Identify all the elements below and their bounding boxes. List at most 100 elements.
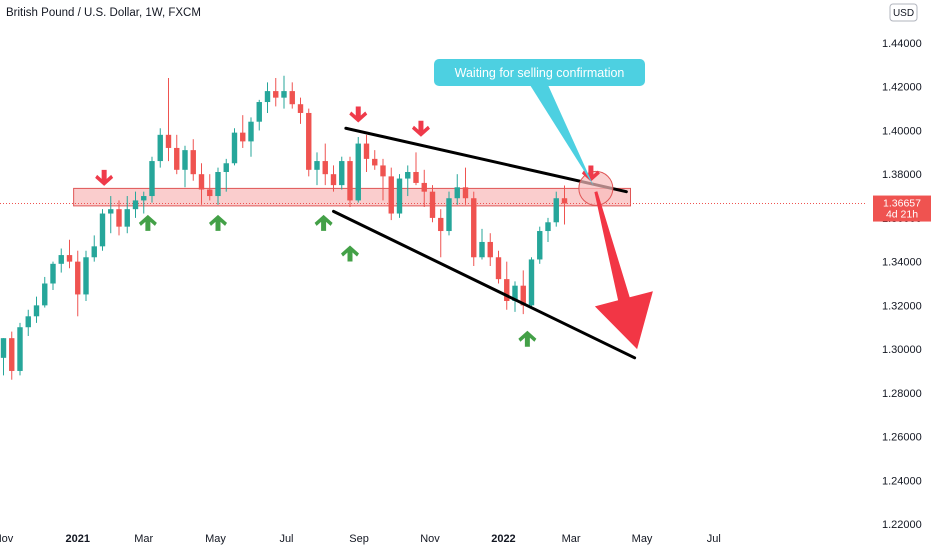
candle-body bbox=[50, 263, 56, 284]
candle bbox=[421, 169, 427, 207]
candle bbox=[58, 248, 64, 273]
candle-body bbox=[322, 161, 328, 175]
candle bbox=[462, 167, 469, 205]
candle-body bbox=[17, 327, 23, 371]
candle bbox=[471, 191, 477, 267]
candle-body bbox=[405, 171, 411, 179]
candle bbox=[50, 261, 56, 291]
y-axis-tick-label: 1.30000 bbox=[882, 344, 922, 356]
candle-body bbox=[396, 178, 403, 214]
candle bbox=[256, 99, 262, 131]
currency-selector-box bbox=[889, 3, 918, 22]
x-axis-tick-label: Mar bbox=[134, 533, 153, 545]
candle bbox=[537, 226, 543, 264]
candle bbox=[132, 191, 139, 218]
y-axis-tick-label: 1.32000 bbox=[882, 300, 922, 312]
y-axis-tick-label: 1.42000 bbox=[882, 82, 922, 94]
candle-body bbox=[273, 91, 279, 98]
candle bbox=[124, 196, 130, 234]
candle bbox=[355, 137, 361, 203]
candle-body bbox=[281, 91, 287, 98]
y-axis-tick-label: 1.28000 bbox=[882, 388, 922, 400]
sell-marker-arrow bbox=[581, 165, 600, 182]
candle-body bbox=[479, 241, 485, 258]
candle bbox=[545, 217, 551, 242]
x-axis-tick-label: Jul bbox=[279, 533, 293, 545]
candle-body bbox=[297, 104, 304, 113]
candle-body bbox=[314, 161, 320, 170]
candle bbox=[504, 261, 510, 310]
candle-body bbox=[256, 102, 262, 122]
candle-body bbox=[223, 163, 229, 172]
candle bbox=[91, 235, 97, 262]
candle bbox=[83, 250, 89, 301]
callout: Waiting for selling confirmation bbox=[434, 59, 645, 187]
candle-body bbox=[454, 187, 460, 199]
candle-body bbox=[537, 231, 543, 260]
candle bbox=[479, 228, 485, 260]
candle-body bbox=[66, 255, 73, 262]
candle-body bbox=[0, 338, 7, 358]
callout-text: Waiting for selling confirmation bbox=[455, 66, 625, 80]
candle-body bbox=[116, 209, 122, 227]
sell-marker-arrow bbox=[411, 120, 430, 137]
candle-body bbox=[504, 279, 510, 301]
candle bbox=[429, 185, 436, 223]
x-axis-tick-label: Nov bbox=[420, 533, 440, 545]
y-axis-tick-label: 1.34000 bbox=[882, 257, 922, 269]
candle-body bbox=[75, 261, 81, 295]
upper-trendline bbox=[344, 126, 628, 194]
candle bbox=[380, 158, 386, 201]
candle bbox=[495, 250, 502, 284]
last-price-box bbox=[873, 195, 931, 222]
candle bbox=[248, 117, 254, 157]
y-axis-tick-label: 1.40000 bbox=[882, 125, 922, 137]
x-axis-tick-label: Nov bbox=[0, 533, 14, 545]
buy-marker-arrow bbox=[209, 214, 227, 231]
candle-body bbox=[339, 161, 345, 186]
chart-title: British Pound / U.S. Dollar, 1W, FXCM bbox=[6, 7, 201, 19]
candle-body bbox=[289, 91, 295, 105]
candle-body bbox=[91, 246, 97, 258]
y-axis-tick-label: 1.24000 bbox=[882, 475, 922, 487]
candle-body bbox=[207, 189, 213, 197]
candle bbox=[339, 156, 345, 190]
currency-selector[interactable]: USD bbox=[889, 3, 918, 22]
candle bbox=[149, 156, 155, 203]
last-price-tag: 1.36657 4d 21h bbox=[873, 195, 931, 222]
candle bbox=[182, 145, 188, 188]
candle bbox=[512, 281, 518, 312]
candle-body bbox=[215, 171, 221, 197]
y-axis-tick-label: 1.26000 bbox=[882, 432, 922, 444]
highlight-circle bbox=[578, 170, 614, 206]
x-axis-tick-label: May bbox=[205, 533, 226, 545]
candle-body bbox=[528, 259, 535, 306]
callout-pointer bbox=[530, 85, 594, 187]
buy-marker-arrow bbox=[341, 245, 359, 262]
candle-body bbox=[9, 338, 15, 371]
sell-marker-arrow bbox=[95, 169, 114, 186]
candle bbox=[347, 156, 353, 207]
candle bbox=[99, 209, 106, 251]
candle bbox=[405, 165, 411, 197]
candle-body bbox=[141, 196, 147, 201]
candle bbox=[297, 97, 304, 124]
x-axis-tick-label: 2021 bbox=[66, 533, 90, 545]
lower-trendline bbox=[332, 209, 637, 360]
candle bbox=[9, 331, 15, 380]
candle bbox=[17, 322, 23, 376]
candle-body bbox=[33, 305, 40, 317]
candle-body bbox=[512, 285, 518, 301]
candle-body bbox=[240, 132, 246, 142]
candle bbox=[446, 191, 452, 236]
candle bbox=[190, 139, 196, 181]
candle bbox=[264, 82, 271, 113]
candle bbox=[141, 191, 147, 214]
candle-body bbox=[149, 161, 155, 197]
candle-body bbox=[429, 191, 436, 218]
candle bbox=[207, 174, 213, 201]
candle bbox=[322, 143, 328, 186]
x-axis-tick-label: Jul bbox=[707, 533, 721, 545]
currency-label: USD bbox=[893, 8, 914, 19]
